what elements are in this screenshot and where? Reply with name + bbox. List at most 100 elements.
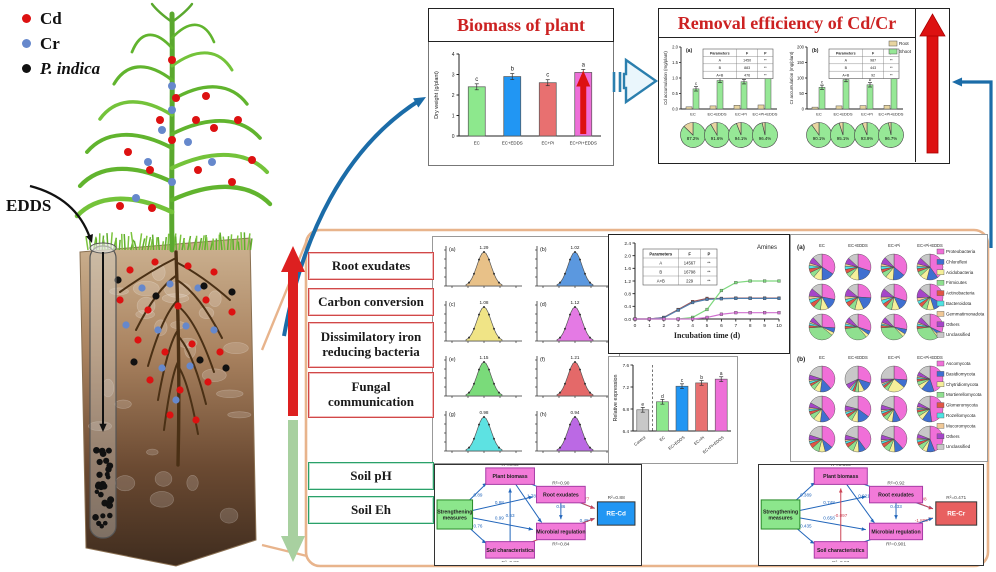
- svg-text:(b): (b): [812, 48, 819, 54]
- svg-text:0.68: 0.68: [495, 500, 504, 505]
- svg-text:2.0: 2.0: [672, 45, 678, 50]
- distribution-plot-f: (f) 1.21: [535, 355, 613, 398]
- marker-item-cr: Cr: [22, 31, 100, 56]
- svg-text:Proteobacteria: Proteobacteria: [946, 249, 976, 254]
- svg-text:Soil characteristics: Soil characteristics: [486, 548, 534, 554]
- svg-text:1.12: 1.12: [571, 300, 580, 305]
- sem-diagram-cr: 0.3890.7480.6580.4350.35-1.08-1.8994.899…: [758, 464, 984, 566]
- increase-arrow-icon: [915, 9, 946, 162]
- svg-text:1.21: 1.21: [571, 355, 580, 360]
- svg-text:Root exudates: Root exudates: [878, 493, 914, 499]
- sem-diagram-cd-svg: 0.890.680.990.761.04-0.770.48-0.370.861.…: [436, 465, 636, 562]
- marker-dot-icon: [22, 39, 31, 48]
- svg-text:1.5: 1.5: [672, 60, 678, 65]
- svg-text:R²=0.90: R²=0.90: [552, 480, 570, 486]
- svg-text:Acidobacteria: Acidobacteria: [946, 270, 974, 275]
- svg-text:96.4%: 96.4%: [759, 136, 772, 141]
- svg-text:Relative expression: Relative expression: [613, 374, 619, 421]
- size-distribution-panel: (a) 1.29 (b) 1.02 (c) 1.08 (d) 1.12 (e) 1.15 (f) 1.…: [432, 236, 620, 464]
- svg-text:Rozellomycota: Rozellomycota: [946, 413, 976, 418]
- svg-text:7.6: 7.6: [623, 363, 630, 368]
- svg-text:94.1%: 94.1%: [735, 136, 748, 141]
- svg-text:F: F: [746, 51, 749, 55]
- svg-text:0.86: 0.86: [556, 504, 565, 509]
- svg-text:(g): (g): [449, 412, 456, 418]
- svg-text:Chloroflexi: Chloroflexi: [946, 259, 967, 264]
- svg-text:Others: Others: [946, 434, 960, 439]
- relative-expression-panel: 6.4 6.8 7.2 7.6 Relative expression e Control d…: [608, 356, 738, 464]
- svg-text:**: **: [707, 260, 711, 265]
- svg-text:0.89: 0.89: [474, 492, 483, 497]
- svg-text:-1.899: -1.899: [915, 518, 928, 523]
- svg-text:EC: EC: [474, 141, 480, 146]
- svg-text:5: 5: [706, 323, 709, 329]
- svg-text:**: **: [890, 66, 893, 70]
- svg-text:Parameters: Parameters: [649, 251, 672, 256]
- svg-text:c: c: [475, 77, 478, 83]
- svg-text:Microbial regulation: Microbial regulation: [871, 529, 920, 535]
- svg-text:e: e: [641, 402, 644, 408]
- svg-text:EC+Pi: EC+Pi: [693, 435, 705, 446]
- svg-text:b: b: [700, 375, 703, 381]
- svg-text:EC+EDDS: EC+EDDS: [848, 355, 868, 360]
- flow-arrow-icon: [612, 57, 659, 105]
- process-box-iron-reducing-bacteria: Dissimilatory iron reducing bacteria: [308, 322, 434, 368]
- distribution-plot-g: (g) 0.98: [444, 410, 522, 453]
- svg-text:Parameters: Parameters: [710, 51, 730, 55]
- svg-text:3: 3: [452, 72, 455, 78]
- svg-text:measures: measures: [768, 515, 792, 521]
- svg-text:883: 883: [744, 66, 750, 70]
- svg-text:Chytridiomycota: Chytridiomycota: [946, 382, 979, 387]
- marker-item-p-indica: P. indica: [22, 56, 100, 81]
- svg-text:0.8: 0.8: [624, 291, 631, 297]
- svg-text:Unclassified: Unclassified: [946, 332, 971, 337]
- svg-text:EC+EDDS: EC+EDDS: [667, 435, 686, 451]
- svg-text:Mucoromycota: Mucoromycota: [946, 423, 976, 428]
- svg-text:Parameters: Parameters: [836, 51, 856, 55]
- svg-text:R²=0.84: R²=0.84: [552, 542, 570, 548]
- process-box-fungal-communication: Fungal communication: [308, 372, 434, 418]
- process-box-soil-ph: Soil pH: [308, 462, 434, 490]
- svg-text:Ascomycota: Ascomycota: [946, 361, 971, 366]
- svg-text:A×B: A×B: [657, 278, 665, 283]
- svg-text:100: 100: [797, 76, 805, 81]
- distribution-plot-d: (d) 1.12: [535, 300, 613, 343]
- svg-text:1.6: 1.6: [624, 266, 631, 272]
- svg-text:Gemmatimonadota: Gemmatimonadota: [946, 311, 985, 316]
- svg-text:4: 4: [452, 52, 455, 58]
- svg-text:8: 8: [749, 323, 752, 329]
- svg-text:0: 0: [802, 107, 805, 112]
- svg-text:0.98: 0.98: [480, 410, 489, 415]
- svg-text:Amines: Amines: [757, 245, 777, 251]
- sem-diagram-cd: 0.890.680.990.761.04-0.770.48-0.370.861.…: [434, 464, 642, 566]
- svg-text:0: 0: [634, 323, 637, 329]
- svg-text:B: B: [719, 66, 722, 70]
- svg-text:Basidiomycota: Basidiomycota: [946, 371, 976, 376]
- svg-text:0.433: 0.433: [890, 504, 902, 509]
- svg-text:a: a: [720, 371, 723, 377]
- svg-text:A: A: [845, 59, 848, 63]
- svg-text:EC+Pi: EC+Pi: [735, 112, 747, 117]
- svg-text:10: 10: [776, 323, 782, 329]
- svg-text:A×B: A×B: [842, 74, 849, 78]
- sem-diagram-cr-svg: 0.3890.7480.6580.4350.35-1.08-1.8994.899…: [760, 465, 978, 562]
- svg-text:EC: EC: [690, 112, 696, 117]
- svg-text:R²=0.89: R²=0.89: [502, 465, 520, 468]
- svg-text:Control: Control: [633, 435, 647, 447]
- svg-text:2: 2: [452, 93, 455, 99]
- svg-text:2.0: 2.0: [624, 253, 631, 259]
- svg-text:EC+Pi+EDDS: EC+Pi+EDDS: [702, 435, 725, 455]
- svg-text:Glomeromycota: Glomeromycota: [946, 403, 978, 408]
- marker-legend: Cd Cr P. indica: [22, 6, 100, 81]
- svg-text:987: 987: [870, 59, 876, 63]
- svg-text:Microbial regulation: Microbial regulation: [536, 529, 585, 535]
- svg-text:B: B: [659, 269, 662, 274]
- svg-text:0.48: 0.48: [580, 518, 589, 523]
- svg-text:(b): (b): [540, 247, 547, 253]
- svg-text:200: 200: [797, 45, 805, 50]
- svg-text:92: 92: [871, 74, 875, 78]
- svg-text:EC+Pi+EDDS: EC+Pi+EDDS: [879, 112, 904, 117]
- svg-text:0.0: 0.0: [624, 317, 631, 323]
- svg-text:50: 50: [799, 91, 804, 96]
